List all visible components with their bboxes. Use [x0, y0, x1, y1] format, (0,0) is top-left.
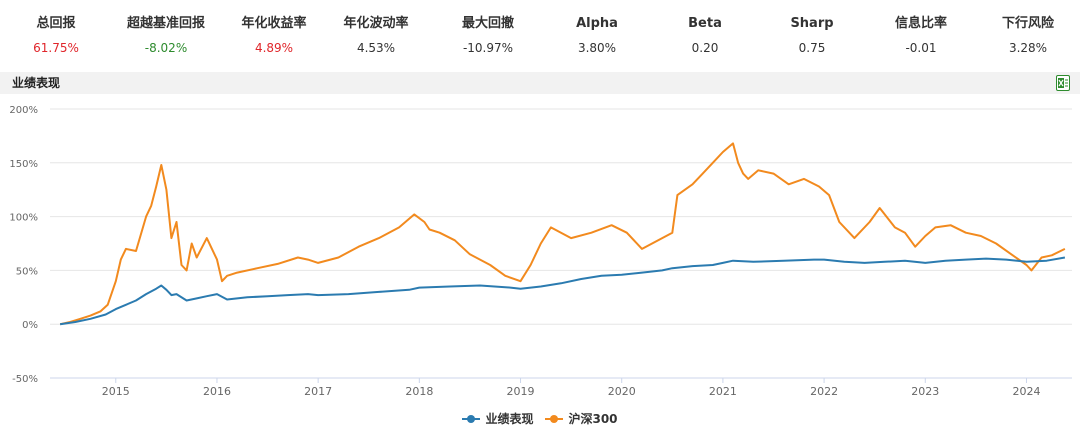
metric-2: 年化收益率 4.89%	[219, 14, 329, 58]
x-tick-label: 2023	[911, 385, 939, 398]
x-tick-label: 2019	[507, 385, 535, 398]
x-tick-label: 2024	[1012, 385, 1040, 398]
x-tick-label: 2022	[810, 385, 838, 398]
metric-0: 总回报 61.75%	[1, 14, 111, 58]
metric-8: 信息比率 -0.01	[866, 14, 976, 58]
metric-7: Sharp 0.75	[757, 14, 867, 58]
x-tick-label: 2020	[608, 385, 636, 398]
metric-value: -10.97%	[462, 41, 514, 55]
metric-label: 最大回撤	[461, 16, 514, 31]
metric-1: 超越基准回报 -8.02%	[111, 14, 221, 58]
metric-9: 下行风险 3.28%	[973, 14, 1080, 58]
metric-label: 下行风险	[1001, 16, 1054, 31]
legend-label: 沪深300	[568, 412, 618, 426]
legend-label: 业绩表现	[485, 412, 534, 426]
section-title: 业绩表现	[12, 76, 61, 90]
metric-label: Beta	[688, 16, 722, 31]
excel-export-icon[interactable]	[1056, 75, 1070, 91]
metric-3: 年化波动率 4.53%	[321, 14, 431, 58]
metric-value: 0.75	[798, 41, 826, 55]
metric-label: 总回报	[36, 16, 76, 31]
y-tick-label: 50%	[16, 266, 38, 277]
metric-label: 年化收益率	[241, 16, 307, 31]
metric-label: 信息比率	[894, 16, 947, 31]
x-tick-label: 2021	[709, 385, 737, 398]
performance-chart-svg: -50% 0% 50% 100% 150% 200% 2015 2016 2017 2018 201…	[9, 105, 1072, 398]
metric-value: 4.89%	[254, 41, 294, 55]
metric-5: Alpha 3.80%	[542, 14, 652, 58]
chart-legend: 业绩表现 沪深300	[0, 410, 1080, 428]
performance-section-header: 业绩表现	[0, 72, 1080, 94]
metric-label: 年化波动率	[343, 16, 409, 31]
metric-value: 4.53%	[356, 41, 396, 55]
y-tick-label: 200%	[9, 105, 38, 116]
metric-value: 3.80%	[577, 41, 617, 55]
metric-value: 0.20	[691, 41, 719, 55]
legend-item[interactable]: 业绩表现	[462, 410, 533, 427]
metric-value: -8.02%	[144, 41, 188, 55]
x-tick-label: 2015	[102, 385, 130, 398]
y-tick-label: 150%	[9, 159, 38, 170]
x-tick-label: 2017	[304, 385, 332, 398]
metric-4: 最大回撤 -10.97%	[433, 14, 543, 58]
metric-label: Alpha	[576, 16, 618, 31]
metric-6: Beta 0.20	[650, 14, 760, 58]
legend-marker-icon	[545, 414, 564, 423]
metric-value: 61.75%	[33, 41, 79, 55]
x-tick-label: 2016	[203, 385, 231, 398]
legend-item[interactable]: 沪深300	[545, 410, 618, 427]
series-line-fund	[59, 256, 1066, 326]
metric-value: 3.28%	[1008, 41, 1048, 55]
metric-value: -0.01	[905, 41, 937, 55]
legend-marker-icon	[462, 414, 481, 423]
y-tick-label: -50%	[12, 374, 38, 385]
series-line-benchmark	[59, 142, 1066, 326]
y-tick-label: 0%	[22, 320, 38, 331]
metrics-row: 总回报 61.75% 超越基准回报 -8.02% 年化收益率 4.89% 年化波动率 4.53…	[0, 14, 1080, 62]
metric-label: Sharp	[790, 16, 834, 31]
metric-label: 超越基准回报	[126, 16, 205, 31]
y-tick-label: 100%	[9, 213, 38, 224]
performance-chart: -50% 0% 50% 100% 150% 200% 2015 2016 2017 2018 201…	[0, 94, 1080, 434]
x-tick-label: 2018	[405, 385, 433, 398]
